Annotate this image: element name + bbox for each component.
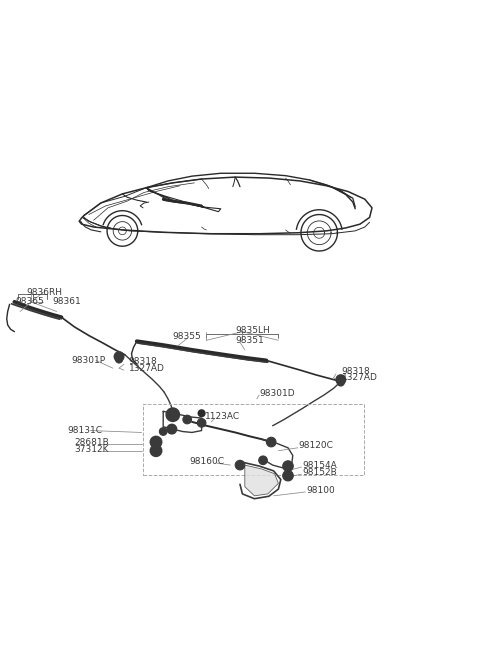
Polygon shape	[245, 465, 278, 496]
Text: 98318: 98318	[129, 358, 157, 366]
Text: 98120C: 98120C	[299, 442, 334, 450]
Text: 98160C: 98160C	[190, 457, 225, 466]
Polygon shape	[310, 180, 355, 200]
Circle shape	[198, 410, 205, 417]
Circle shape	[116, 356, 122, 363]
Text: 98152B: 98152B	[302, 468, 337, 477]
Text: 98301P: 98301P	[71, 356, 105, 365]
Circle shape	[153, 448, 159, 454]
Circle shape	[150, 436, 162, 448]
Text: 98100: 98100	[306, 486, 335, 495]
Circle shape	[197, 419, 206, 427]
Text: 98361: 98361	[53, 297, 82, 307]
Text: 1327AD: 1327AD	[129, 364, 165, 372]
Circle shape	[285, 463, 291, 469]
Text: 9836RH: 9836RH	[26, 288, 62, 297]
Circle shape	[170, 426, 176, 432]
Circle shape	[185, 417, 189, 421]
Circle shape	[285, 473, 291, 478]
Circle shape	[283, 461, 293, 471]
Text: 98355: 98355	[173, 332, 202, 341]
Text: 98365: 98365	[15, 297, 44, 307]
Circle shape	[261, 458, 265, 462]
Text: 37312K: 37312K	[74, 445, 109, 454]
Text: 98351: 98351	[235, 336, 264, 345]
Circle shape	[259, 456, 267, 464]
Circle shape	[269, 440, 274, 444]
Circle shape	[266, 437, 276, 447]
Text: 98131C: 98131C	[67, 426, 102, 435]
Text: 1327AD: 1327AD	[342, 373, 378, 382]
Circle shape	[283, 470, 293, 481]
Text: 98318: 98318	[342, 367, 371, 376]
Circle shape	[183, 415, 192, 424]
Circle shape	[336, 375, 346, 384]
Circle shape	[153, 439, 159, 446]
Polygon shape	[149, 191, 218, 211]
Circle shape	[114, 352, 124, 362]
Circle shape	[150, 445, 162, 456]
Circle shape	[337, 379, 344, 386]
Text: 1123AC: 1123AC	[205, 411, 240, 421]
Circle shape	[235, 460, 245, 470]
Text: 98154A: 98154A	[302, 460, 337, 470]
Circle shape	[200, 421, 204, 425]
Text: 98301D: 98301D	[259, 389, 295, 398]
Circle shape	[161, 429, 166, 434]
Text: 9835LH: 9835LH	[235, 326, 270, 336]
Circle shape	[159, 427, 167, 435]
Circle shape	[166, 408, 180, 421]
Text: 28681B: 28681B	[74, 437, 109, 447]
Circle shape	[167, 424, 177, 434]
